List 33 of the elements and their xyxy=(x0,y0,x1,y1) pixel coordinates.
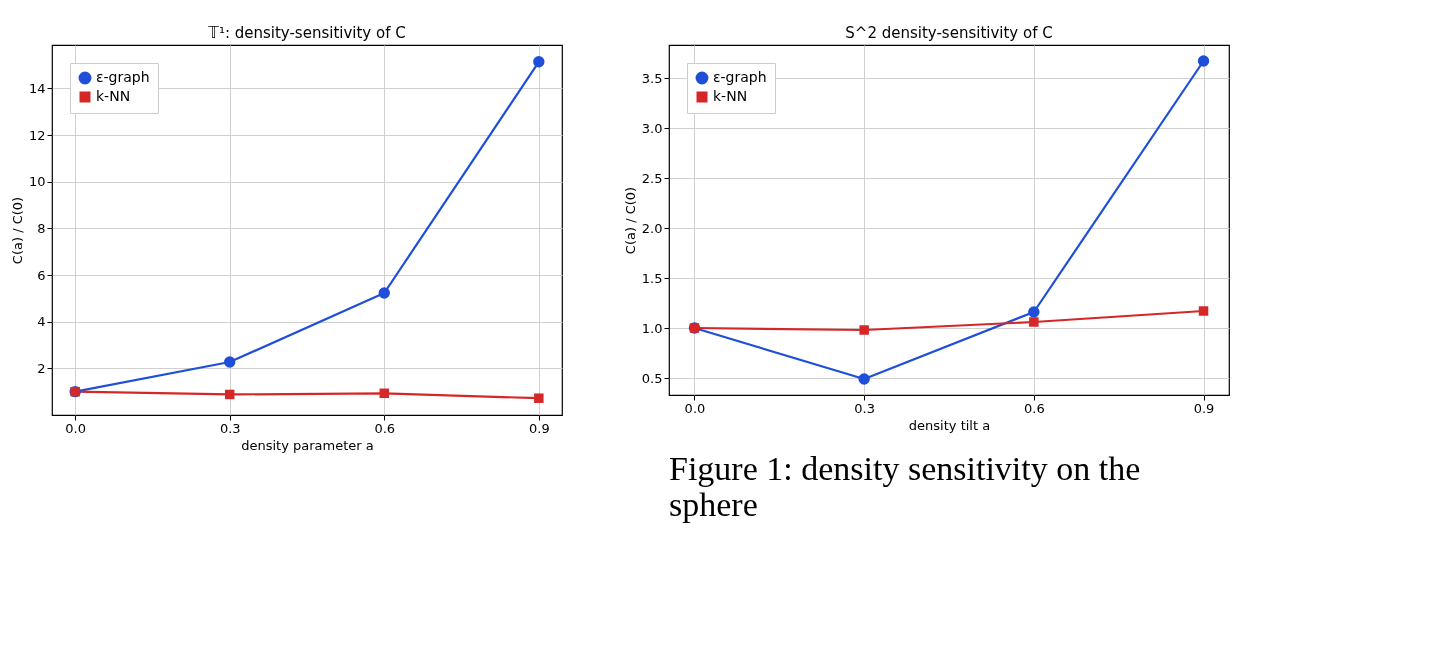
chart-title: 𝕋¹: density-sensitivity of C xyxy=(207,24,406,42)
y-axis-title: C(a) / C(0) xyxy=(9,196,25,265)
y-tick-label: 2.5 xyxy=(641,170,663,186)
y-tick-label: 1.0 xyxy=(641,320,663,336)
legend-label: k-NN xyxy=(713,88,748,104)
y-tick-label: 14 xyxy=(28,80,46,96)
y-tick-label: 6 xyxy=(37,267,46,283)
y-tick-label: 10 xyxy=(28,174,46,190)
y-tick-label: 1.5 xyxy=(641,270,663,286)
caption: Figure 1: density sensitivity on the sphere xyxy=(669,450,1141,523)
x-axis-title: density parameter a xyxy=(241,437,374,453)
x-tick-label: 0.9 xyxy=(1193,400,1215,416)
x-tick-label: 0.6 xyxy=(374,420,396,436)
y-tick-label: 3.0 xyxy=(641,120,663,136)
y-tick-label: 4 xyxy=(37,314,46,330)
y-tick-label: 0.5 xyxy=(641,370,663,386)
legend-label: k-NN xyxy=(96,88,131,104)
x-tick-label: 0.0 xyxy=(65,420,87,436)
y-tick-label: 12 xyxy=(28,127,46,143)
y-axis-title: C(a) / C(0) xyxy=(622,186,638,255)
legend-label: ε-graph xyxy=(96,69,150,85)
x-axis-title: density tilt a xyxy=(908,417,991,433)
x-tick-label: 0.6 xyxy=(1024,400,1045,416)
x-tick-label: 0.3 xyxy=(219,420,241,436)
x-tick-label: 0.3 xyxy=(854,400,875,416)
y-tick-label: 3.5 xyxy=(641,70,663,86)
x-tick-label: 0.9 xyxy=(528,420,550,436)
x-tick-label: 0.0 xyxy=(684,400,706,416)
chart-title: S^2 density-sensitivity of C xyxy=(845,24,1053,42)
y-tick-label: 2.0 xyxy=(641,220,663,236)
legend-label: ε-graph xyxy=(713,69,767,85)
y-tick-label: 8 xyxy=(37,220,46,236)
y-tick-label: 2 xyxy=(37,360,46,376)
